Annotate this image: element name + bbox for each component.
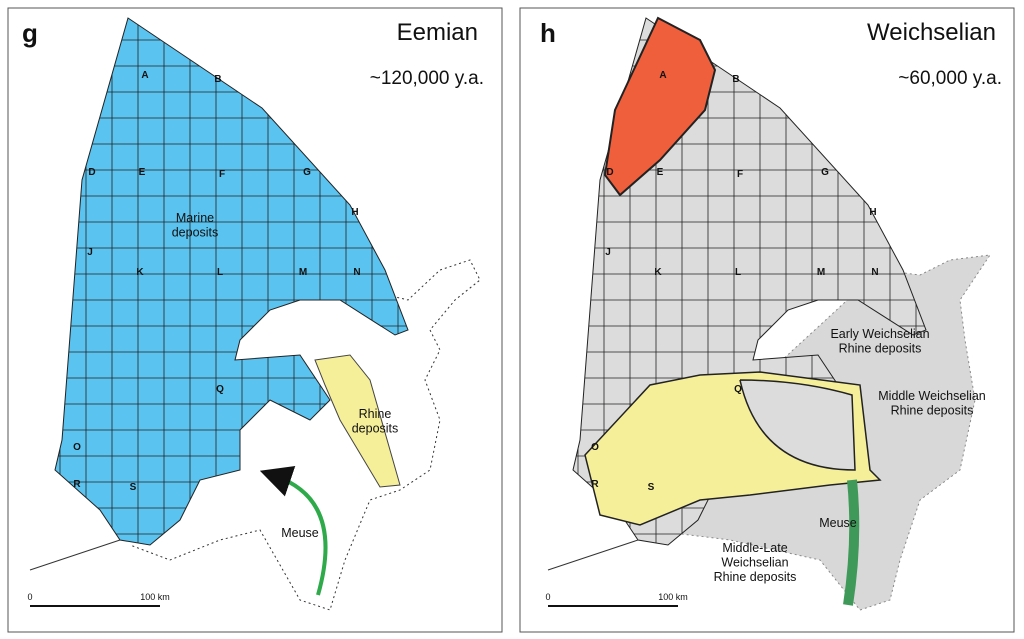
annotation-line: Marine: [176, 211, 214, 225]
scale-start: 0: [27, 592, 32, 602]
grid-label: F: [219, 169, 225, 180]
grid-label: K: [654, 267, 662, 278]
annotation-line: Rhine deposits: [839, 341, 922, 355]
grid-label: H: [351, 207, 358, 218]
annotation: Middle-Late Weichselian Rhine deposits: [714, 541, 797, 584]
grid-label: E: [139, 167, 146, 178]
annotation-line: Early Weichselian: [830, 327, 929, 341]
grid-label: H: [869, 207, 876, 218]
annotation-line: Weichselian: [721, 555, 788, 569]
grid-label: R: [591, 479, 599, 490]
annotation: Meuse: [281, 526, 319, 540]
grid-label: A: [141, 70, 148, 81]
grid-label: D: [88, 167, 95, 178]
annotation-line: Middle-Late: [722, 541, 787, 555]
grid-label: Q: [216, 384, 224, 395]
annotation: Meuse: [819, 516, 857, 530]
grid-label: Q: [734, 384, 742, 395]
annotation-line: Rhine deposits: [891, 403, 974, 417]
annotation: Rhine deposits: [352, 407, 399, 435]
annotation: Marine deposits: [172, 211, 219, 239]
scale-end: 100 km: [140, 592, 170, 602]
grid-label: O: [591, 442, 599, 453]
scale-end: 100 km: [658, 592, 688, 602]
map-g: [29, 17, 481, 611]
grid-label: G: [821, 167, 829, 178]
grid-label: K: [136, 267, 144, 278]
annotation-line: deposits: [352, 421, 399, 435]
grid-label: L: [735, 267, 741, 278]
annotation-line: Rhine: [359, 407, 392, 421]
grid-label: R: [73, 479, 81, 490]
scale-start: 0: [545, 592, 550, 602]
panel-letter: g: [22, 18, 38, 48]
grid-label: M: [299, 267, 307, 278]
meuse-arrow: [259, 466, 328, 596]
panel-title: Weichselian: [867, 19, 996, 46]
grid-label: B: [214, 74, 221, 85]
rhine-deposits-area: [314, 354, 401, 488]
grid-label: O: [73, 442, 81, 453]
grid-label: G: [303, 167, 311, 178]
coastline: [547, 539, 639, 571]
panel-age: ~120,000 y.a.: [370, 68, 484, 89]
grid-label: N: [353, 267, 360, 278]
land-border: [129, 259, 481, 611]
annotation-line: Meuse: [819, 516, 857, 530]
grid-label: F: [737, 169, 743, 180]
coastline: [29, 539, 121, 571]
annotation-line: Rhine deposits: [714, 570, 797, 584]
panel-age: ~60,000 y.a.: [898, 68, 1002, 89]
annotation-line: Meuse: [281, 526, 319, 540]
panel-letter: h: [540, 18, 556, 48]
grid-label: J: [605, 247, 611, 258]
grid-label: B: [732, 74, 739, 85]
grid-label: A: [659, 70, 666, 81]
panel-title: Eemian: [397, 19, 478, 46]
meuse-river: [843, 479, 860, 606]
annotation-line: Middle Weichselian: [878, 389, 986, 403]
red-area: [603, 16, 717, 197]
grid-label: J: [87, 247, 93, 258]
grid-label: M: [817, 267, 825, 278]
grid-label: E: [657, 167, 664, 178]
map-h: [547, 16, 992, 611]
grid-label: D: [606, 167, 613, 178]
annotation: Middle Weichselian Rhine deposits: [878, 389, 986, 417]
grid-label: S: [648, 482, 655, 493]
channel: [739, 379, 856, 471]
grid-label: L: [217, 267, 223, 278]
grid-label: S: [130, 482, 137, 493]
annotation-line: deposits: [172, 225, 219, 239]
grid-label: N: [871, 267, 878, 278]
annotation: Early Weichselian Rhine deposits: [830, 327, 929, 355]
